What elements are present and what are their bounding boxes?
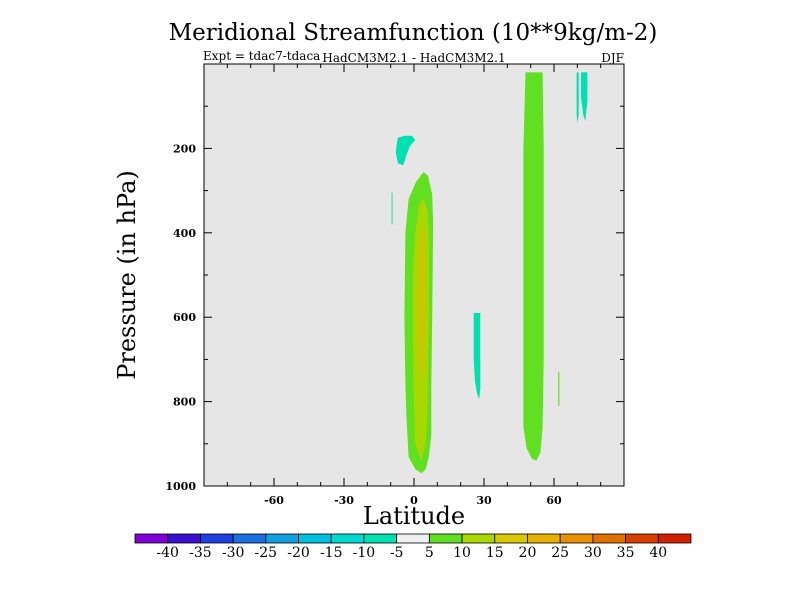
- x-tick-label: 60: [546, 494, 562, 507]
- x-tick-label: 0: [410, 494, 418, 507]
- colorbar-level-label: -15: [320, 545, 343, 561]
- colorbar-level-label: -35: [189, 545, 212, 561]
- colorbar-level-label: -10: [353, 545, 376, 561]
- cell-nh-midlatitude: [523, 72, 544, 461]
- colorbar-box: [232, 533, 267, 544]
- cell-negative-high-lat-a: [576, 72, 579, 124]
- colorbar: [134, 533, 692, 544]
- colorbar-box: [494, 533, 528, 544]
- colorbar-level-label: 5: [425, 545, 434, 561]
- y-tick-label: 200: [173, 142, 196, 155]
- colorbar-box: [134, 533, 169, 544]
- x-tick-label: -60: [264, 494, 284, 507]
- colorbar-level-label: 30: [584, 545, 602, 561]
- colorbar-box: [363, 533, 398, 544]
- colorbar-level-label: -25: [255, 545, 278, 561]
- colorbar-level-label: 40: [649, 545, 667, 561]
- colorbar-level-label: -30: [222, 545, 245, 561]
- y-tick-label: 400: [173, 227, 196, 240]
- colorbar-level-label: 25: [551, 545, 569, 561]
- y-tick-label: 1000: [165, 480, 196, 493]
- subtitle-center: HadCM3M2.1 - HadCM3M2.1: [322, 51, 505, 65]
- cell-positive-sliver-east: [558, 372, 560, 406]
- colorbar-box: [428, 533, 463, 544]
- x-tick-label: -30: [334, 494, 354, 507]
- colorbar-box: [625, 533, 659, 544]
- colorbar-box: [657, 533, 692, 544]
- y-tick-label: 800: [173, 396, 196, 409]
- colorbar-level-label: 35: [617, 545, 635, 561]
- cell-negative-sliver-west: [391, 192, 393, 225]
- axis-ticks: [204, 64, 624, 486]
- cell-nh-subtropical-core: [417, 224, 426, 381]
- colorbar-level-label: -20: [287, 545, 310, 561]
- y-tick-label: 600: [173, 311, 196, 324]
- colorbar-box: [298, 533, 332, 544]
- colorbar-box: [167, 533, 201, 544]
- colorbar-labels: -40 -35 -30 -25 -20 -15 -10 -5 5 10 15 20 25 30 35 40: [156, 545, 667, 561]
- axis-tick-labels: -60 -30 0 30 60 200 400 600 800 1000: [165, 142, 562, 507]
- colorbar-box: [559, 533, 594, 544]
- cell-negative-upper-tropics: [395, 135, 416, 166]
- subtitle-right: DJF: [601, 51, 624, 65]
- cell-negative-high-lat-b: [581, 72, 588, 121]
- contour-regions: [391, 72, 588, 474]
- chart-title: Meridional Streamfunction (10**9kg/m-2): [169, 20, 658, 46]
- colorbar-box: [265, 533, 299, 544]
- colorbar-box: [200, 533, 234, 544]
- colorbar-box: [461, 533, 496, 544]
- x-tick-label: 30: [476, 494, 492, 507]
- colorbar-box: [527, 533, 561, 544]
- x-axis-label: Latitude: [363, 502, 465, 530]
- colorbar-box: [330, 533, 365, 544]
- colorbar-box: [396, 533, 430, 544]
- colorbar-level-label: 20: [519, 545, 537, 561]
- subtitle-left: Expt = tdac7-tdaca: [203, 49, 320, 63]
- colorbar-level-label: 10: [453, 545, 471, 561]
- colorbar-level-label: -40: [156, 545, 179, 561]
- colorbar-level-label: -5: [390, 545, 404, 561]
- cell-negative-nh-lower: [473, 313, 481, 400]
- y-axis-label: Pressure (in hPa): [113, 170, 141, 380]
- colorbar-box: [592, 533, 626, 544]
- colorbar-level-label: 15: [486, 545, 504, 561]
